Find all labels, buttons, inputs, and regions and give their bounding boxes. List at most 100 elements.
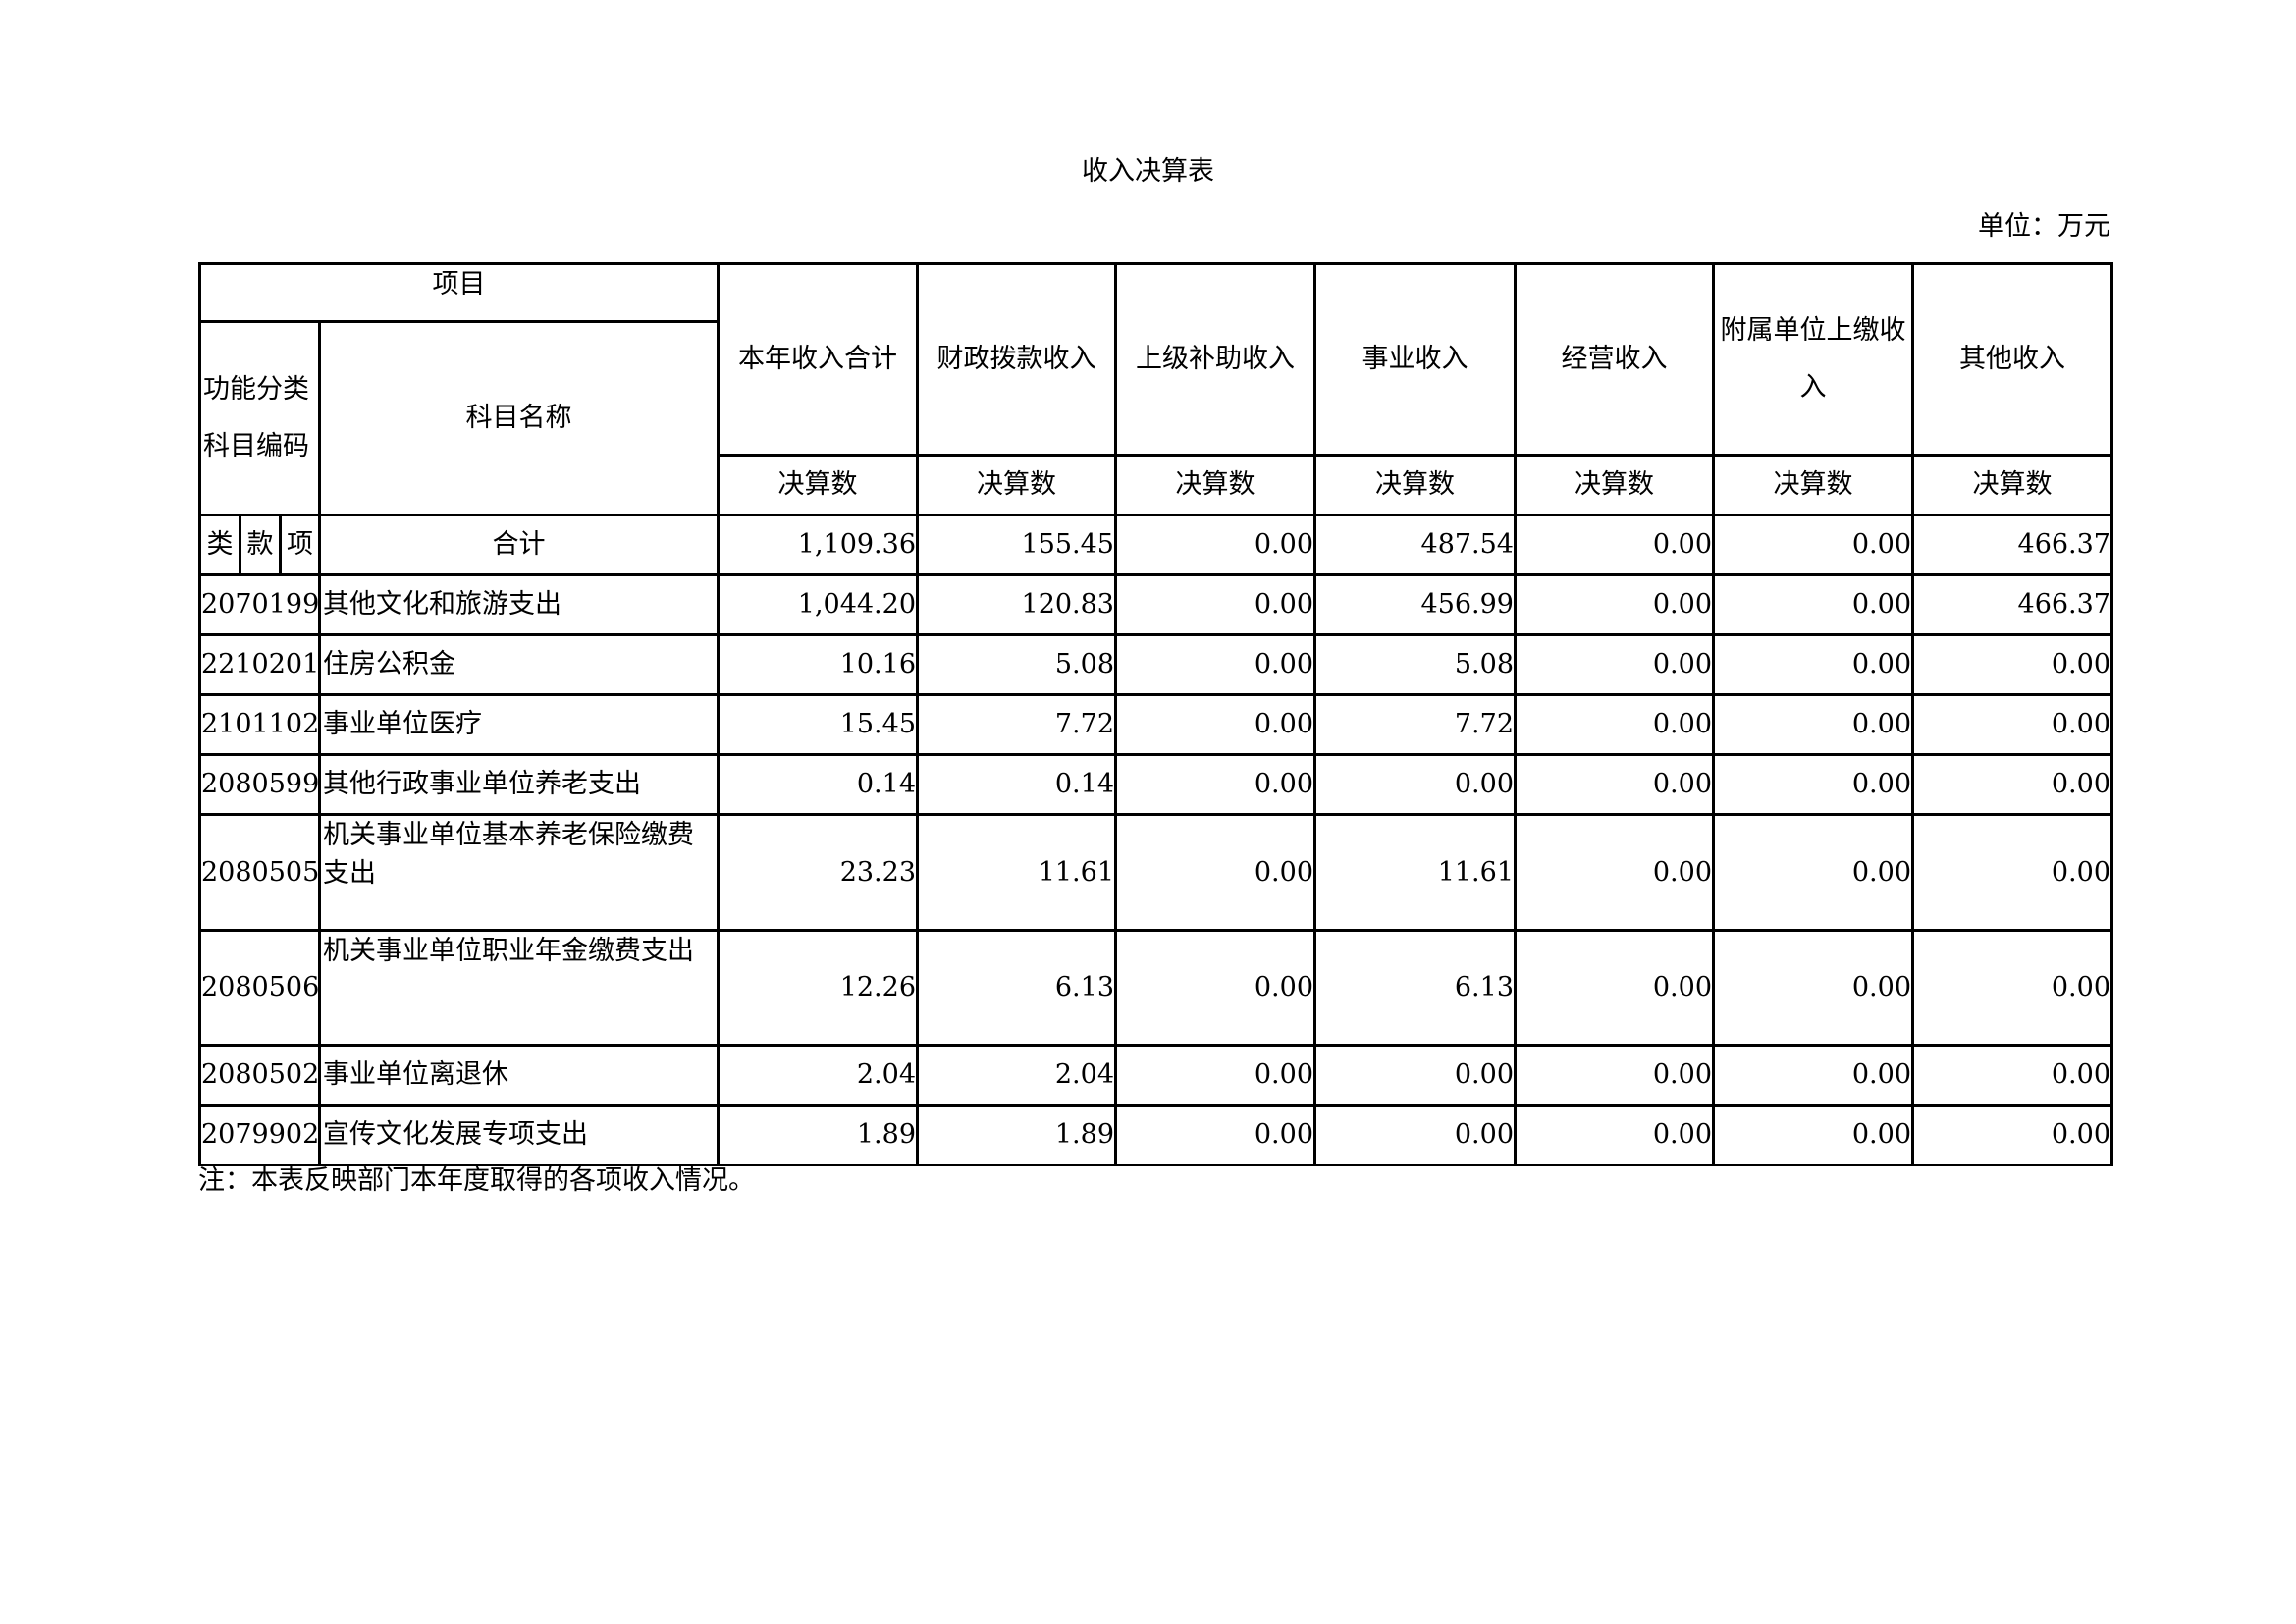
- total-value: 487.54: [1313, 514, 1517, 576]
- row-value: 6.13: [1313, 929, 1517, 1047]
- row-code: 2101102: [198, 693, 321, 756]
- header-col: 财政拨款收入: [916, 262, 1117, 457]
- row-value: 0.00: [1114, 1044, 1316, 1107]
- row-value: 0.00: [1514, 693, 1715, 756]
- table-row: 2070199 其他文化和旅游支出 1,044.20 120.83 0.00 456.99…: [198, 573, 2113, 636]
- row-name: 住房公积金: [318, 633, 720, 696]
- row-value: 0.00: [1911, 753, 2113, 816]
- row-value: 10.16: [717, 633, 919, 696]
- row-code: 2079902: [198, 1104, 321, 1166]
- header-xiang: 项: [279, 514, 321, 576]
- row-value: 0.00: [1514, 1104, 1715, 1166]
- row-value: 0.00: [1114, 573, 1316, 636]
- total-value: 0.00: [1712, 514, 1914, 576]
- row-value: 0.00: [1712, 1044, 1914, 1107]
- table-row: 2210201 住房公积金 10.16 5.08 0.00 5.08 0.00 0.00 0.0…: [198, 633, 2113, 696]
- row-value: 0.00: [1114, 929, 1316, 1047]
- header-col: 经营收入: [1514, 262, 1715, 457]
- row-value: 0.00: [1313, 1104, 1517, 1166]
- row-value: 0.00: [1514, 1044, 1715, 1107]
- row-value: 456.99: [1313, 573, 1517, 636]
- row-name: 机关事业单位职业年金缴费支出: [318, 929, 720, 1047]
- header-lei: 类: [198, 514, 241, 576]
- row-value: 0.00: [1514, 929, 1715, 1047]
- row-code: 2070199: [198, 573, 321, 636]
- row-name: 其他文化和旅游支出: [318, 573, 720, 636]
- header-sub: 决算数: [1911, 454, 2113, 516]
- row-value: 1.89: [916, 1104, 1117, 1166]
- row-value: 0.00: [1712, 573, 1914, 636]
- row-value: 0.00: [1114, 1104, 1316, 1166]
- table-row: 2080506 机关事业单位职业年金缴费支出 12.26 6.13 0.00 6.13 0.…: [198, 929, 2113, 1047]
- row-value: 0.00: [1911, 1044, 2113, 1107]
- row-value: 0.00: [1712, 693, 1914, 756]
- total-value: 155.45: [916, 514, 1117, 576]
- row-value: 0.00: [1514, 573, 1715, 636]
- row-value: 11.61: [916, 813, 1117, 932]
- row-value: 0.00: [1712, 633, 1914, 696]
- row-value: 2.04: [717, 1044, 919, 1107]
- row-value: 0.00: [1114, 753, 1316, 816]
- table-row: 2080502 事业单位离退休 2.04 2.04 0.00 0.00 0.00 0.00 0.…: [198, 1044, 2113, 1107]
- header-code: 功能分类科目编码: [198, 320, 321, 516]
- row-value: 1,044.20: [717, 573, 919, 636]
- row-code: 2080505: [198, 813, 321, 932]
- row-code: 2080599: [198, 753, 321, 816]
- total-value: 0.00: [1514, 514, 1715, 576]
- header-col: 上级补助收入: [1114, 262, 1316, 457]
- header-col: 事业收入: [1313, 262, 1517, 457]
- header-kuan: 款: [239, 514, 282, 576]
- row-value: 0.00: [1911, 1104, 2113, 1166]
- row-name: 机关事业单位基本养老保险缴费支出: [318, 813, 720, 932]
- total-label: 合计: [318, 514, 720, 576]
- row-value: 0.00: [1313, 1044, 1517, 1107]
- row-code: 2080506: [198, 929, 321, 1047]
- row-value: 0.14: [717, 753, 919, 816]
- total-value: 0.00: [1114, 514, 1316, 576]
- row-value: 0.00: [1114, 693, 1316, 756]
- table-row: 2080505 机关事业单位基本养老保险缴费支出 23.23 11.61 0.00 11.…: [198, 813, 2113, 932]
- header-sub: 决算数: [1313, 454, 1517, 516]
- unit-label: 单位：万元: [1978, 211, 2110, 242]
- row-value: 0.00: [1514, 633, 1715, 696]
- header-sub: 决算数: [1514, 454, 1715, 516]
- row-value: 5.08: [1313, 633, 1517, 696]
- total-value: 466.37: [1911, 514, 2113, 576]
- row-value: 0.00: [1911, 693, 2113, 756]
- header-name: 科目名称: [318, 320, 720, 516]
- total-value: 1,109.36: [717, 514, 919, 576]
- row-value: 0.00: [1712, 813, 1914, 932]
- row-value: 6.13: [916, 929, 1117, 1047]
- header-sub: 决算数: [1114, 454, 1316, 516]
- row-name: 事业单位离退休: [318, 1044, 720, 1107]
- row-value: 0.00: [1514, 813, 1715, 932]
- income-table: 项目 本年收入合计 财政拨款收入 上级补助收入 事业收入 经营收入 附属单位上缴…: [198, 262, 2113, 1166]
- row-value: 5.08: [916, 633, 1117, 696]
- header-item: 项目: [198, 262, 720, 323]
- row-value: 0.00: [1911, 633, 2113, 696]
- header-sub: 决算数: [717, 454, 919, 516]
- row-name: 宣传文化发展专项支出: [318, 1104, 720, 1166]
- footnote: 注：本表反映部门本年度取得的各项收入情况。: [198, 1165, 755, 1196]
- row-value: 0.00: [1514, 753, 1715, 816]
- row-value: 12.26: [717, 929, 919, 1047]
- row-name: 事业单位医疗: [318, 693, 720, 756]
- row-value: 23.23: [717, 813, 919, 932]
- row-value: 7.72: [1313, 693, 1517, 756]
- table-row: 2080599 其他行政事业单位养老支出 0.14 0.14 0.00 0.00 0.00 0…: [198, 753, 2113, 816]
- row-value: 11.61: [1313, 813, 1517, 932]
- row-value: 0.00: [1712, 929, 1914, 1047]
- header-sub: 决算数: [916, 454, 1117, 516]
- row-value: 0.00: [1911, 929, 2113, 1047]
- row-name: 其他行政事业单位养老支出: [318, 753, 720, 816]
- header-sub: 决算数: [1712, 454, 1914, 516]
- row-code: 2210201: [198, 633, 321, 696]
- row-value: 0.00: [1712, 753, 1914, 816]
- header-col: 其他收入: [1911, 262, 2113, 457]
- row-value: 0.00: [1313, 753, 1517, 816]
- row-value: 15.45: [717, 693, 919, 756]
- header-col: 本年收入合计: [717, 262, 919, 457]
- row-value: 0.00: [1114, 633, 1316, 696]
- row-value: 2.04: [916, 1044, 1117, 1107]
- table-row: 2101102 事业单位医疗 15.45 7.72 0.00 7.72 0.00 0.00 0.…: [198, 693, 2113, 756]
